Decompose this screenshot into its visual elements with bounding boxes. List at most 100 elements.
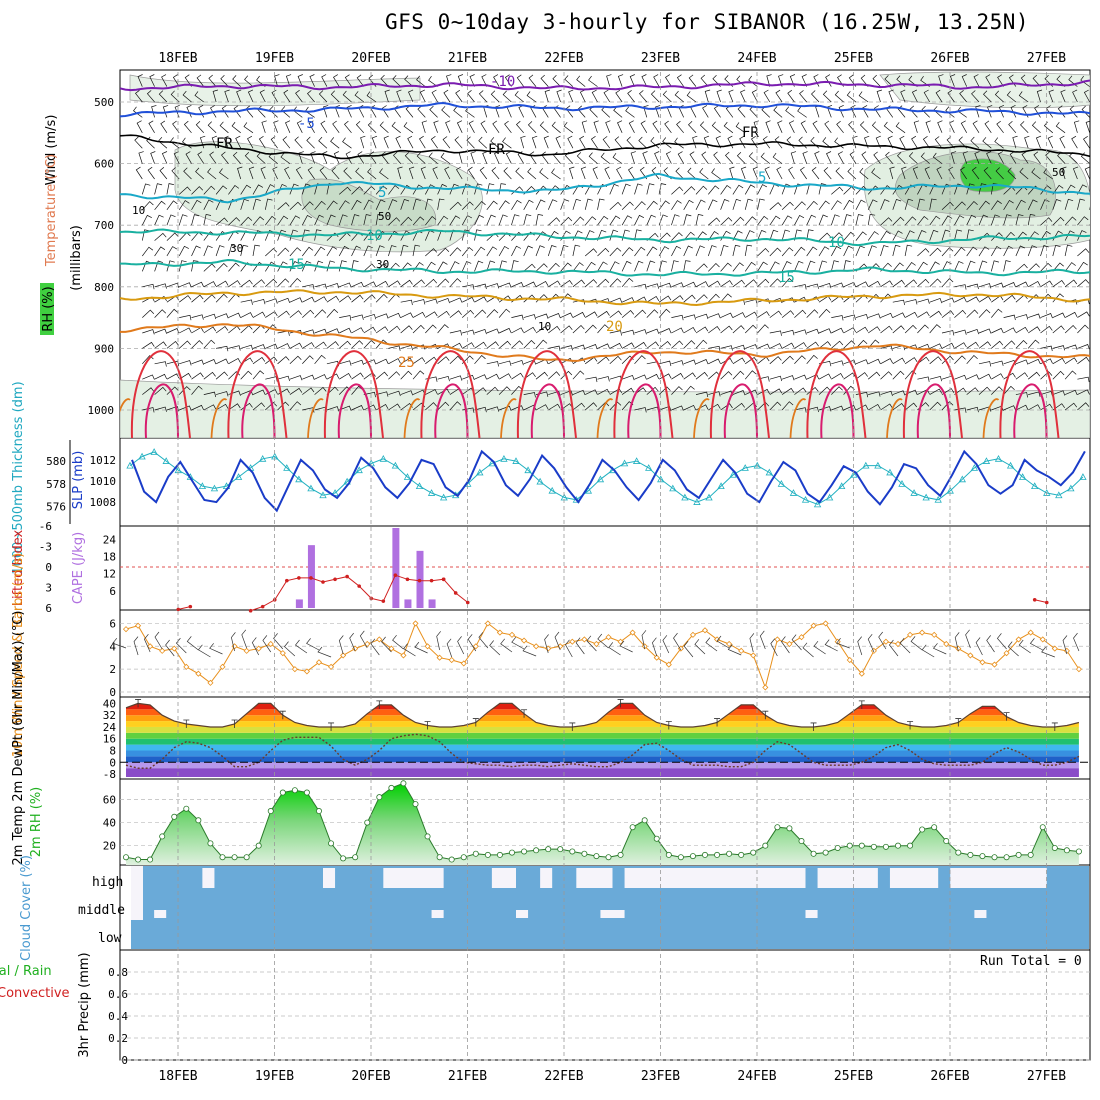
thickness-point	[126, 461, 134, 469]
wind-barb	[609, 201, 622, 211]
cape-tick-6: 6	[109, 585, 116, 598]
wind-speed-point	[1015, 636, 1022, 643]
wind-barb	[518, 104, 525, 118]
li-point	[260, 604, 265, 609]
wind-barb	[658, 328, 672, 334]
rh-point	[219, 854, 226, 861]
wind-barb	[646, 232, 659, 241]
wind-barb	[699, 121, 709, 134]
wind-barb	[405, 105, 414, 118]
thickness-point	[1006, 461, 1015, 469]
cloud-panel	[131, 866, 1089, 949]
wind-barb	[302, 284, 315, 290]
wind-barb	[855, 214, 864, 226]
wind-barb	[560, 280, 573, 288]
precip-tick-0.2: 0.2	[108, 1032, 128, 1045]
li-tick-0: 0	[45, 561, 52, 574]
wind-barb	[1064, 262, 1076, 272]
wind-barb	[757, 229, 767, 241]
wind-barb	[375, 280, 389, 288]
wind-barb	[818, 328, 832, 334]
warm-loop-outer	[902, 350, 963, 438]
rh-point	[1003, 854, 1010, 861]
wind-barb	[425, 248, 438, 257]
wind-barb	[954, 329, 967, 335]
wind-barb	[1010, 104, 1017, 118]
wind-barb	[178, 186, 191, 195]
date-bottom-24FEB: 24FEB	[737, 1069, 776, 1084]
wind-speed-point	[460, 660, 467, 667]
wind-barb	[400, 299, 413, 306]
wind-barb	[1040, 325, 1053, 334]
wind-barb	[351, 314, 364, 320]
wind-barb	[978, 246, 990, 257]
wind-barb	[166, 308, 179, 318]
wind-speed-point	[931, 631, 938, 638]
wind-barb	[617, 74, 624, 87]
wind-barb	[388, 245, 397, 257]
wind-barb	[474, 374, 487, 380]
wind-barb	[806, 214, 817, 226]
axis-labels: Wind (m/s) Temperature (°C) (millibars) …	[0, 115, 1082, 1058]
wind-barb	[486, 200, 498, 211]
wind-barb	[357, 151, 365, 164]
wind-barb	[339, 315, 352, 321]
wind-barb	[363, 313, 377, 320]
wind-barb	[1028, 391, 1041, 397]
wind-barb	[301, 260, 312, 272]
wind-10m-barb	[954, 632, 960, 652]
wind-barb	[375, 358, 389, 365]
date-bottom-18FEB: 18FEB	[158, 1069, 197, 1084]
wind-barb	[403, 122, 414, 134]
wind-barb	[683, 199, 694, 210]
wind-barb	[740, 166, 747, 180]
rh-point	[689, 853, 696, 860]
wind-barb	[363, 404, 377, 411]
wind-barb	[671, 386, 683, 395]
wind-barb	[831, 405, 844, 411]
wind-barb	[1064, 279, 1078, 288]
wind-barb	[449, 330, 463, 336]
wind-barb	[252, 298, 266, 305]
wind-barb	[560, 262, 572, 272]
wind-barb	[277, 343, 291, 349]
warm-loop-25	[120, 398, 131, 413]
wind-barb	[322, 151, 328, 164]
wind-barb	[945, 106, 955, 118]
wind-barb	[699, 167, 709, 180]
temp-tick-32: 32	[103, 709, 116, 722]
wind-barb	[462, 342, 475, 349]
wind-barb	[921, 105, 930, 118]
thickness-point	[813, 500, 822, 508]
thickness-point	[620, 459, 629, 467]
wind-barb	[154, 309, 167, 318]
wind-10m-barb	[467, 634, 477, 652]
wind-barb	[572, 244, 581, 257]
wind-barb	[1018, 91, 1029, 103]
wind-barb	[314, 354, 326, 365]
temp-minmax	[231, 719, 238, 729]
wind-barb	[794, 407, 807, 413]
wind-barb	[1083, 136, 1090, 149]
ylabel-cloud: Cloud Cover (%)	[19, 855, 34, 961]
wind-barb	[739, 135, 746, 149]
panel-li-cape	[119, 525, 1091, 611]
wind-barb	[867, 213, 876, 226]
wind-barb	[671, 405, 684, 411]
temp-band	[126, 762, 1079, 769]
wind-barb	[228, 280, 241, 288]
wind-barb	[929, 261, 940, 272]
wind-barb	[802, 151, 808, 164]
wind-barb	[591, 89, 598, 103]
rh-point	[641, 817, 648, 824]
thickness-point	[982, 457, 991, 464]
wind-barb	[900, 89, 906, 103]
wind-barb	[825, 74, 832, 87]
wind-barb	[621, 260, 632, 272]
temp-minmax	[328, 722, 335, 731]
wind-barb	[732, 198, 742, 210]
wind-barb	[892, 216, 905, 226]
wind-10m-barb	[716, 635, 730, 649]
thickness-point	[789, 489, 798, 496]
